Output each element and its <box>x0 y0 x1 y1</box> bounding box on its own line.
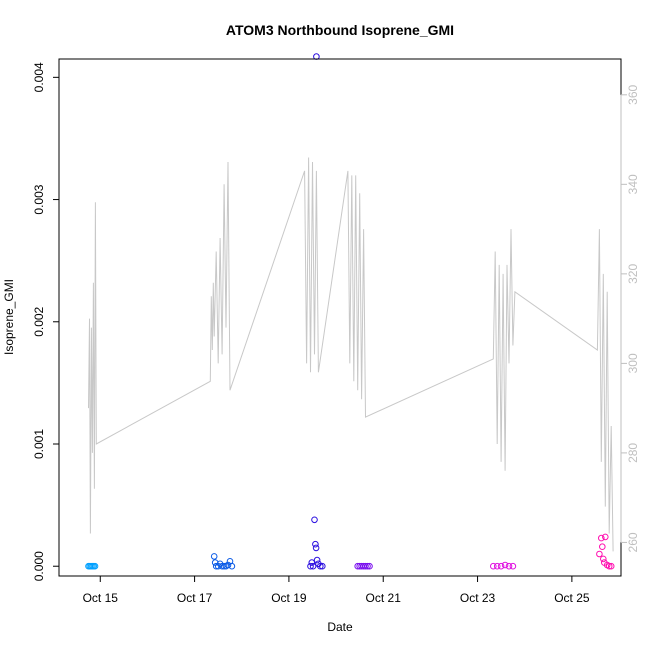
data-point <box>602 533 609 541</box>
data-point <box>307 562 314 570</box>
data-point <box>501 561 509 569</box>
x-tick-label: Oct 25 <box>554 591 590 605</box>
data-points-layer <box>85 53 615 570</box>
x-tick-label: Oct 19 <box>271 591 307 605</box>
y2-tick-label: 320 <box>626 264 640 284</box>
data-point <box>311 516 318 524</box>
data-point <box>596 550 603 558</box>
data-point <box>362 562 369 570</box>
data-point <box>210 553 218 560</box>
y-tick-label: 0.000 <box>32 551 46 581</box>
data-point <box>317 562 324 570</box>
data-point <box>309 562 317 570</box>
y-tick-label: 0.001 <box>32 429 46 459</box>
y2-tick-label: 340 <box>626 174 640 194</box>
plot-frame <box>58 58 622 577</box>
secondary-line-layer <box>88 157 614 552</box>
data-point <box>505 562 513 570</box>
data-point <box>598 534 605 542</box>
x-axis-label: Date <box>327 620 353 634</box>
y2-tick-label: 360 <box>626 84 640 104</box>
y-axis-label: Isoprene_GMI <box>2 279 16 355</box>
data-point <box>605 562 613 570</box>
y2-tick-label: 300 <box>626 353 640 373</box>
data-point <box>224 561 232 569</box>
chart-title: ATOM3 Northbound Isoprene_GMI <box>226 22 454 38</box>
y-tick-label: 0.003 <box>32 184 46 214</box>
data-point <box>493 562 501 570</box>
y2-tick-label: 280 <box>626 443 640 463</box>
data-point <box>319 562 326 570</box>
data-point <box>600 555 607 563</box>
x-tick-label: Oct 17 <box>177 591 213 605</box>
y-tick-label: 0.004 <box>32 62 46 92</box>
data-point <box>313 556 321 564</box>
x-tick-label: Oct 21 <box>366 591 402 605</box>
data-point <box>308 559 316 566</box>
secondary-series-line <box>88 157 614 552</box>
y2-tick-label: 260 <box>626 532 640 552</box>
data-point <box>220 562 228 570</box>
data-point <box>218 562 226 570</box>
y-tick-label: 0.002 <box>32 306 46 336</box>
data-point <box>497 562 505 570</box>
data-point <box>312 544 320 552</box>
data-point <box>364 562 371 570</box>
x-tick-label: Oct 23 <box>460 591 496 605</box>
data-point <box>509 562 517 570</box>
data-point <box>366 562 373 570</box>
axes-layer: Oct 15 Oct 17 Oct 19 Oct 21 Oct 23 Oct 25 0.00… <box>32 62 640 605</box>
data-point <box>91 562 99 570</box>
x-tick-label: Oct 15 <box>83 591 119 605</box>
data-point <box>599 543 606 551</box>
data-point <box>312 540 319 548</box>
data-point <box>607 562 615 570</box>
data-point <box>228 562 236 570</box>
data-point <box>490 562 497 570</box>
